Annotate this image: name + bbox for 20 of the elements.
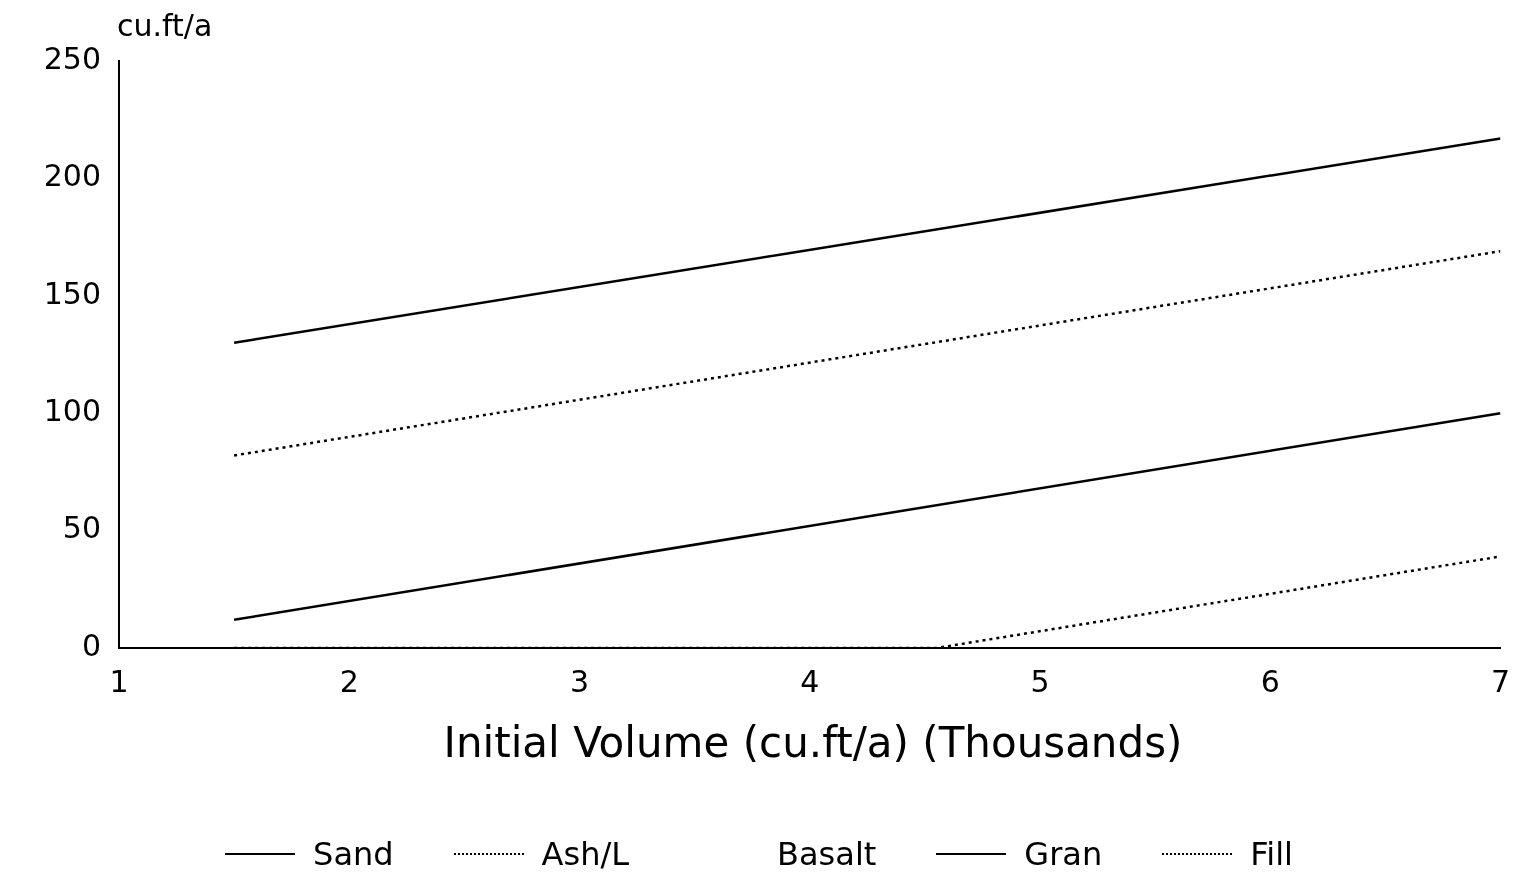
x-tick-label: 6	[1260, 663, 1280, 699]
legend-label: Sand	[313, 835, 394, 873]
y-tick-label: 0	[81, 627, 101, 663]
legend-label: Basalt	[777, 835, 877, 873]
x-tick-label: 3	[569, 663, 590, 699]
x-tick-label: 2	[339, 663, 359, 699]
y-tick-label: 100	[43, 393, 101, 428]
legend-label: Gran	[1024, 835, 1103, 873]
legend-label: Ash/L	[541, 835, 630, 873]
x-tick-label: 4	[800, 663, 820, 699]
x-tick-label: 1	[109, 663, 129, 699]
y-tick-label: 150	[43, 275, 101, 311]
legend-label: Fill	[1250, 835, 1293, 873]
y-tick-label: 200	[43, 158, 101, 194]
x-axis-title: Initial Volume (cu.ft/a) (Thousands)	[442, 718, 1184, 767]
y-tick-label: 250	[43, 40, 101, 76]
x-tick-label: 5	[1030, 663, 1050, 699]
x-tick-label: 7	[1490, 663, 1510, 699]
y-axis-title: cu.ft/a	[117, 8, 213, 43]
y-tick-label: 50	[62, 510, 101, 546]
